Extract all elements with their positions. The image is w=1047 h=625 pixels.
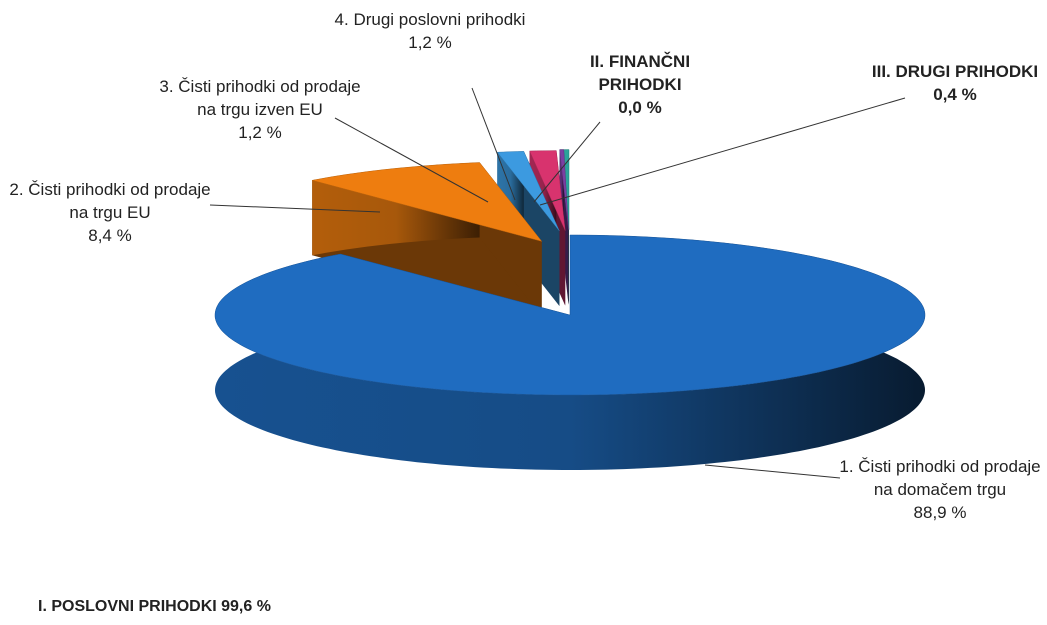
leader-line — [209, 204, 381, 213]
data-label: III. DRUGI PRIHODKI 0,4 % — [870, 60, 1040, 106]
slice — [214, 234, 926, 396]
label-name: 1. Čisti prihodki od prodaje na domačem … — [839, 457, 1041, 499]
label-name: 4. Drugi poslovni prihodki — [334, 10, 526, 29]
annotation: I. POSLOVNI PRIHODKI 99,6 % — [38, 598, 271, 615]
slice — [559, 149, 569, 230]
slice — [312, 162, 543, 242]
leader-line — [533, 121, 601, 203]
leader-line — [704, 464, 841, 479]
data-label: 2. Čisti prihodki od prodaje na trgu EU 8… — [0, 178, 220, 247]
slice — [529, 150, 566, 231]
leader-line — [334, 117, 489, 203]
label-value: 0,4 % — [933, 85, 977, 104]
label-name: 3. Čisti prihodki od prodaje na trgu izv… — [159, 77, 361, 119]
data-label: II. FINANČNI PRIHODKI 0,0 % — [560, 50, 720, 119]
label-value: 8,4 % — [88, 226, 132, 245]
data-label: 1. Čisti prihodki od prodaje na domačem … — [835, 455, 1045, 524]
label-value: 0,0 % — [618, 98, 662, 117]
data-label: 4. Drugi poslovni prihodki 1,2 % — [325, 8, 535, 54]
leader-line — [471, 87, 516, 201]
label-name: II. FINANČNI PRIHODKI — [589, 52, 691, 94]
data-label: 3. Čisti prihodki od prodaje na trgu izv… — [150, 75, 370, 144]
label-value: 1,2 % — [408, 33, 452, 52]
label-value: 88,9 % — [913, 503, 967, 522]
leader-line — [539, 97, 906, 206]
label-name: 2. Čisti prihodki od prodaje na trgu EU — [9, 180, 211, 222]
slice — [496, 151, 560, 232]
label-name: III. DRUGI PRIHODKI — [871, 62, 1039, 81]
slices — [214, 149, 926, 470]
label-value: 1,2 % — [238, 123, 282, 142]
